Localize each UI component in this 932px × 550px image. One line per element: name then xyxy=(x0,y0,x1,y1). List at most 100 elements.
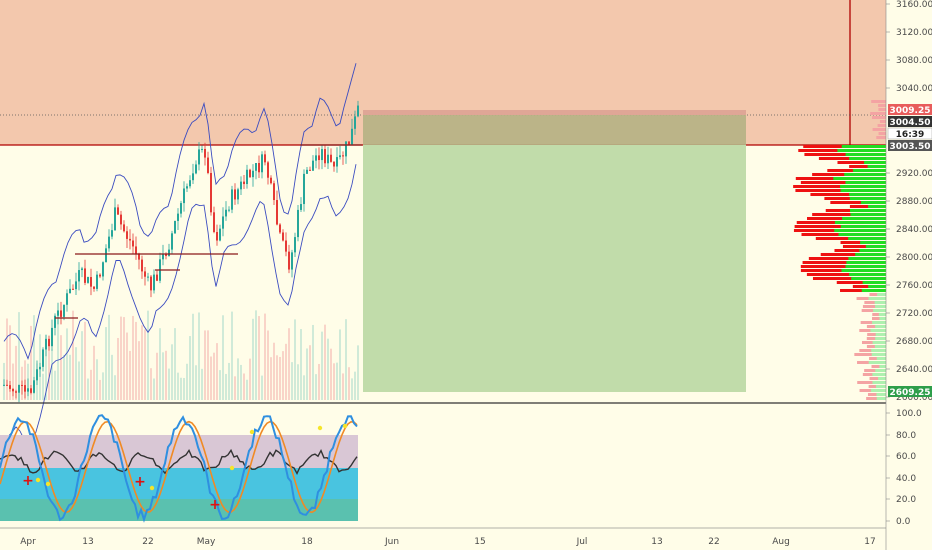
candle-body xyxy=(153,275,155,291)
candle-body xyxy=(336,157,338,166)
candle-body xyxy=(258,163,260,172)
candle-body xyxy=(9,385,11,389)
candle-body xyxy=(102,262,104,276)
volume-profile-buy-bar xyxy=(875,337,886,340)
volume-profile-buy-bar xyxy=(841,189,886,192)
volume-bar xyxy=(156,353,157,400)
candle-body xyxy=(183,188,185,203)
candle-body xyxy=(90,277,92,287)
buy-signal-marker: + xyxy=(209,497,221,513)
candle-body xyxy=(273,183,275,200)
volume-profile-sell-bar xyxy=(876,136,886,139)
candle-body xyxy=(75,281,77,289)
volume-profile-sell-bar xyxy=(879,132,886,135)
volume-profile-buy-bar xyxy=(864,161,886,164)
candle-body xyxy=(240,182,242,190)
volume-bar xyxy=(177,373,178,400)
volume-bar xyxy=(210,357,211,400)
volume-bar xyxy=(189,336,190,400)
candle-body xyxy=(198,149,200,164)
candle-body xyxy=(171,233,173,249)
time-tick-label: Jul xyxy=(576,537,588,547)
candle-body xyxy=(267,162,269,177)
take-profit-zone[interactable] xyxy=(363,145,746,392)
candle-body xyxy=(39,367,41,369)
volume-profile-buy-bar xyxy=(875,325,886,328)
volume-profile-buy-bar xyxy=(868,165,886,168)
volume-bar xyxy=(339,329,340,400)
volume-bar xyxy=(279,357,280,400)
volume-profile-buy-bar xyxy=(844,173,886,176)
volume-bar xyxy=(114,375,115,400)
volume-profile-buy-bar xyxy=(862,289,886,292)
candle-body xyxy=(195,164,197,173)
volume-bar xyxy=(351,378,352,400)
volume-profile-buy-bar xyxy=(845,181,886,184)
volume-profile-buy-bar xyxy=(872,373,886,376)
candle-body xyxy=(114,207,116,230)
candle-body xyxy=(300,204,302,210)
stop-loss-zone[interactable] xyxy=(363,110,746,145)
candle-body xyxy=(42,349,44,366)
candle-body xyxy=(156,275,158,281)
volume-bar xyxy=(243,373,244,400)
volume-bar xyxy=(60,335,61,400)
volume-bar xyxy=(357,345,358,400)
volume-bar xyxy=(303,375,304,400)
volume-profile-buy-bar xyxy=(871,389,886,392)
candle-body xyxy=(177,214,179,221)
candle-body xyxy=(324,149,326,163)
volume-profile-buy-bar xyxy=(877,293,886,296)
volume-profile-buy-bar xyxy=(879,313,886,316)
volume-bar xyxy=(72,311,73,400)
volume-bar xyxy=(297,364,298,400)
candle-body xyxy=(207,158,209,173)
volume-profile-sell-bar xyxy=(872,116,886,119)
time-tick-label: 15 xyxy=(474,537,485,547)
volume-bar xyxy=(81,331,82,400)
volume-bar xyxy=(258,316,259,400)
entry-band[interactable] xyxy=(363,110,746,115)
volume-bar xyxy=(111,355,112,400)
volume-bar xyxy=(51,349,52,400)
volume-profile-buy-bar xyxy=(842,217,886,220)
volume-bar xyxy=(291,362,292,400)
candle-body xyxy=(192,173,194,180)
signal-dot xyxy=(250,430,254,434)
candle-body xyxy=(141,260,143,272)
volume-profile-sell-bar xyxy=(871,100,886,103)
volume-bar xyxy=(117,338,118,400)
time-tick-label: 17 xyxy=(864,537,875,547)
candle-body xyxy=(312,161,314,171)
candle-body xyxy=(18,385,20,393)
candle-body xyxy=(78,270,80,281)
time-tick-label: 13 xyxy=(82,537,93,547)
volume-bar xyxy=(168,369,169,400)
time-tick-label: Aug xyxy=(772,537,790,547)
candle-body xyxy=(297,210,299,237)
candle-body xyxy=(12,389,14,391)
candle-body xyxy=(174,221,176,233)
candle-body xyxy=(105,248,107,262)
target-price-label: 2609.25 xyxy=(890,388,931,398)
candle-body xyxy=(309,170,311,171)
volume-bar xyxy=(270,357,271,400)
price-tick-label: 2720.00 xyxy=(896,309,932,319)
price-tick-label: 2680.00 xyxy=(896,337,932,347)
signal-dot xyxy=(46,482,50,486)
osc-tick-label: 80.0 xyxy=(896,431,916,441)
candle-body xyxy=(255,163,257,171)
candle-body xyxy=(21,385,23,386)
volume-bar xyxy=(135,322,136,400)
volume-bar xyxy=(318,364,319,400)
volume-bar xyxy=(180,378,181,400)
volume-bar xyxy=(294,319,295,400)
candle-body xyxy=(36,369,38,380)
volume-bar xyxy=(108,315,109,400)
candle-body xyxy=(108,237,110,249)
volume-profile-buy-bar xyxy=(840,185,886,188)
price-tick-label: 3120.00 xyxy=(896,28,932,38)
volume-profile-buy-bar xyxy=(859,249,886,252)
